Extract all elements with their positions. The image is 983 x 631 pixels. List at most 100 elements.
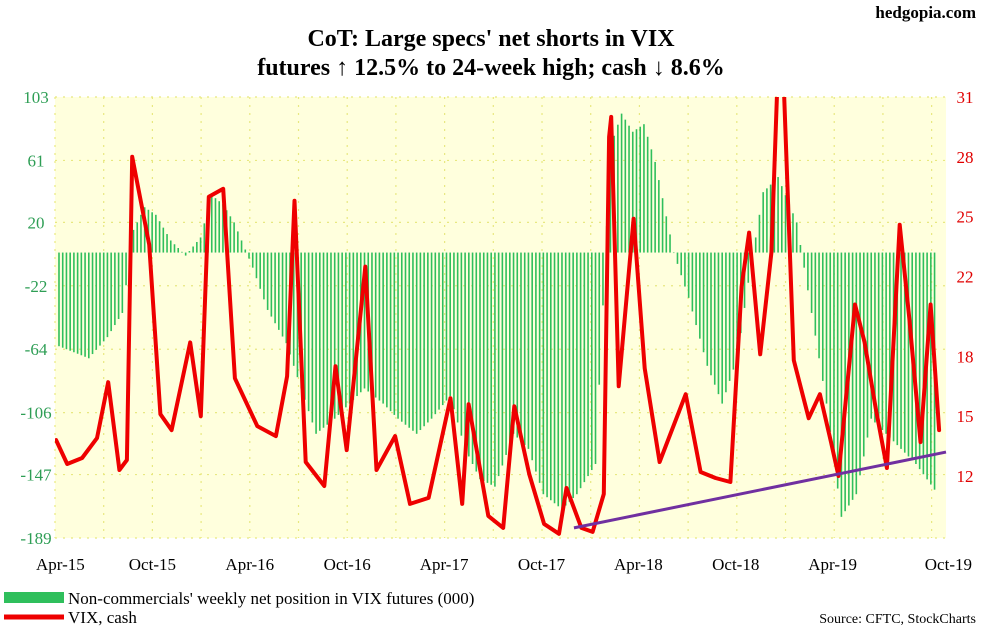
net-position-bar: [445, 252, 448, 401]
net-position-bar: [669, 234, 671, 253]
net-position-bar: [650, 149, 653, 253]
left-tick-label: -147: [20, 466, 52, 485]
net-position-bar: [523, 252, 526, 446]
net-position-bar: [631, 131, 634, 253]
net-position-bar: [210, 195, 213, 253]
net-position-bar: [136, 222, 139, 253]
net-position-bar: [434, 252, 437, 415]
net-position-bar: [106, 252, 109, 338]
net-position-bar: [352, 252, 355, 400]
net-position-bar: [363, 252, 366, 389]
net-position-bar: [531, 252, 533, 461]
net-position-bar: [699, 252, 701, 339]
net-position-bar: [244, 249, 247, 253]
net-position-bar: [99, 252, 101, 346]
x-tick-label: Oct-17: [518, 555, 566, 574]
left-tick-label: -22: [25, 277, 48, 296]
net-position-bar: [58, 252, 60, 347]
net-position-bar: [583, 252, 586, 483]
x-axis-ticks: Apr-15 Oct-15 Apr-16 Oct-16 Apr-17 Oct-17 Apr-…: [36, 555, 972, 574]
net-position-bar: [408, 252, 411, 428]
net-position-bar: [643, 124, 645, 253]
net-position-bar: [598, 252, 601, 385]
net-position-bar: [263, 252, 265, 300]
net-position-bar: [453, 252, 455, 410]
net-position-bar: [520, 252, 522, 442]
net-position-bar: [590, 252, 593, 471]
net-position-bar: [821, 252, 824, 381]
net-position-bar: [218, 201, 221, 253]
chart-title-line-2: futures ↑ 12.5% to 24-week high; cash ↓ …: [257, 55, 725, 81]
net-position-bar: [393, 252, 396, 415]
net-position-bar: [322, 252, 325, 428]
net-position-bar: [255, 252, 258, 279]
net-position-bar: [509, 252, 511, 445]
net-position-bar: [915, 252, 917, 464]
net-position-bar: [486, 252, 489, 483]
left-tick-label: 20: [28, 213, 45, 232]
net-position-bar: [166, 234, 168, 253]
net-position-bar: [449, 252, 452, 397]
net-position-bar: [676, 252, 679, 264]
net-position-bar: [140, 214, 142, 253]
net-position-bar: [896, 252, 899, 446]
net-position-bar: [665, 216, 668, 253]
net-position-bar: [482, 252, 485, 481]
net-position-bar: [661, 198, 664, 253]
source-note: Source: CFTC, StockCharts: [819, 612, 976, 627]
net-position-bar: [672, 252, 675, 254]
net-position-bar: [76, 252, 79, 354]
net-position-bar: [795, 222, 798, 253]
net-position-bar: [69, 252, 71, 351]
net-position-bar: [538, 252, 541, 483]
net-position-bar: [550, 252, 552, 501]
net-position-bar: [285, 252, 288, 344]
net-position-bar: [404, 252, 407, 425]
net-position-bar: [840, 252, 843, 517]
net-position-bar: [456, 252, 459, 423]
net-position-bar: [240, 240, 243, 253]
net-position-bar: [620, 113, 623, 253]
x-tick-label: Apr-17: [420, 555, 469, 574]
net-position-bar: [684, 252, 686, 287]
net-position-bar: [784, 195, 787, 253]
net-position-bar: [546, 252, 548, 498]
right-tick-label: 25: [957, 208, 974, 227]
right-tick-label: 22: [957, 268, 974, 287]
net-position-bar: [512, 252, 515, 434]
net-position-bar: [281, 252, 284, 337]
net-position-bar: [680, 252, 683, 276]
x-tick-label: Oct-16: [324, 555, 371, 574]
net-position-bar: [397, 252, 399, 419]
x-tick-label: Apr-19: [808, 555, 857, 574]
net-position-bar: [468, 252, 470, 457]
net-position-bar: [330, 252, 332, 422]
net-position-bar: [710, 252, 712, 376]
net-position-bar: [777, 177, 779, 253]
left-tick-label: -189: [20, 529, 51, 548]
net-position-bar: [907, 252, 910, 457]
net-position-bar: [203, 223, 206, 253]
net-position-bar: [717, 252, 720, 395]
net-position-bar: [807, 252, 809, 291]
net-position-bar: [356, 252, 358, 397]
net-position-bar: [602, 252, 604, 306]
right-tick-label: 31: [957, 88, 974, 107]
net-position-bar: [181, 251, 183, 253]
net-position-bar: [266, 252, 269, 310]
x-tick-label: Apr-18: [614, 555, 663, 574]
net-position-bar: [95, 252, 98, 350]
net-position-bar: [639, 126, 642, 253]
net-position-bar: [91, 252, 94, 355]
legend: Non-commercials' weekly net position in …: [4, 589, 474, 627]
net-position-bar: [691, 252, 694, 312]
net-position-bar: [345, 252, 347, 408]
net-position-bar: [825, 252, 828, 404]
net-position-bar: [371, 252, 373, 395]
net-position-bar: [579, 252, 582, 489]
net-position-bar: [918, 252, 921, 470]
net-position-bar: [155, 214, 157, 253]
left-tick-label: -64: [25, 340, 48, 359]
net-position-bar: [419, 252, 422, 431]
net-position-bar: [304, 252, 306, 400]
